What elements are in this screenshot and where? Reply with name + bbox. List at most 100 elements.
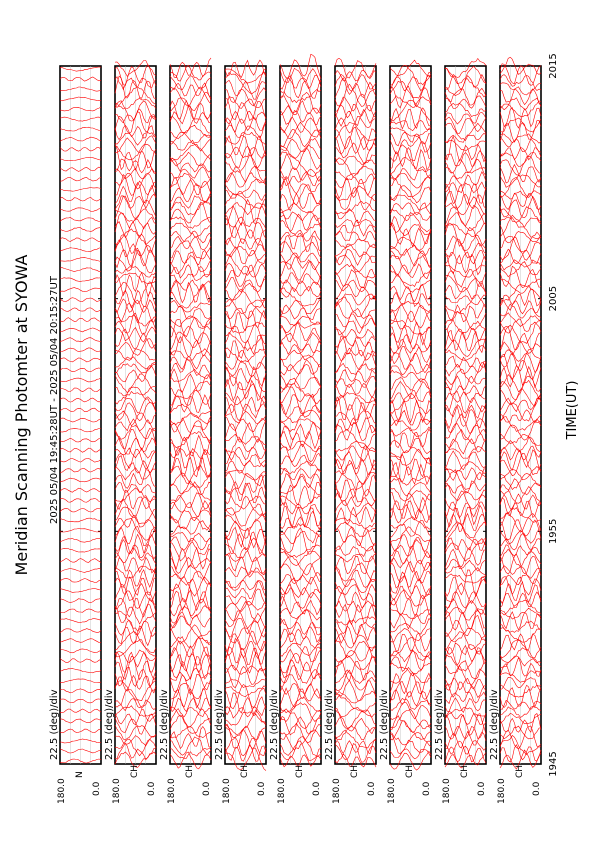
trace-line (114, 391, 157, 405)
trace-line (279, 632, 322, 649)
trace-line (224, 377, 267, 402)
panel-channel-label: N (75, 771, 85, 778)
trace-line (224, 747, 267, 771)
trace-line (389, 309, 432, 330)
trace-line (224, 309, 267, 332)
trace-line (224, 360, 267, 377)
trace-line (334, 517, 377, 529)
trace-line (114, 556, 157, 574)
trace-line (444, 546, 486, 569)
trace-line (59, 116, 102, 122)
trace-line (389, 453, 432, 478)
trace-line (444, 467, 486, 481)
trace-line (59, 177, 102, 182)
panel-3: 22.5 (deg)/div 180.0 0.0 CH (159, 57, 212, 804)
panel-7: 22.5 (deg)/div 180.0 0.0 CH (379, 59, 432, 804)
trace-line (444, 681, 487, 699)
trace-line (169, 546, 212, 570)
trace-line (279, 178, 322, 206)
trace-line (444, 490, 487, 512)
panel-group: 22.5 (deg)/div 180.0 0.0 N 22.5 (deg)/div 180… (49, 53, 542, 804)
panel-traces (114, 60, 157, 768)
trace-line (389, 369, 432, 383)
trace-line (334, 632, 377, 652)
trace-line (169, 115, 212, 134)
trace-line (169, 255, 212, 275)
trace-line (114, 363, 157, 374)
trace-line (444, 102, 487, 118)
panel-scale-label: 22.5 (deg)/div (214, 689, 225, 760)
trace-line (114, 314, 157, 327)
trace-line (334, 301, 377, 319)
trace-line (334, 492, 377, 508)
trace-line (499, 432, 542, 446)
trace-line (114, 590, 157, 610)
trace-line (389, 75, 432, 99)
trace-line (169, 570, 212, 586)
trace-line (279, 505, 322, 528)
trace-line (389, 534, 432, 552)
panel-scale-label: 22.5 (deg)/div (489, 689, 500, 760)
trace-line (224, 87, 267, 107)
panel-4: 22.5 (deg)/div 180.0 0.0 CH (214, 59, 267, 804)
trace-line (499, 744, 542, 763)
panel-ymax-label: 180.0 (277, 778, 287, 804)
trace-line (334, 506, 377, 525)
trace-line (389, 504, 432, 524)
trace-line (169, 348, 212, 361)
trace-line (59, 367, 102, 373)
trace-line (279, 402, 322, 418)
trace-line (224, 110, 267, 125)
trace-line (334, 230, 377, 242)
trace-line (224, 395, 267, 414)
trace-line (59, 487, 102, 493)
trace-line (444, 111, 487, 125)
trace-line (499, 117, 542, 133)
trace-line (444, 461, 487, 475)
trace-line (59, 267, 101, 273)
trace-line (334, 173, 377, 189)
trace-line (499, 676, 542, 691)
trace-line (279, 740, 322, 761)
trace-line (59, 166, 102, 172)
trace-line (499, 473, 542, 491)
trace-line (59, 447, 102, 453)
trace-line (279, 67, 322, 83)
trace-line (279, 192, 322, 212)
trace-line (114, 167, 157, 180)
trace-line (444, 281, 487, 300)
trace-line (224, 306, 267, 320)
trace-line (114, 687, 157, 709)
trace-line (499, 607, 542, 620)
trace-line (169, 532, 212, 543)
panel-scale-label: 22.5 (deg)/div (49, 689, 60, 760)
trace-line (499, 82, 542, 96)
trace-line (169, 166, 211, 179)
trace-line (334, 278, 377, 293)
trace-line (279, 522, 322, 538)
panel-traces (59, 66, 102, 764)
trace-line (279, 687, 322, 708)
trace-line (114, 639, 157, 658)
trace-line (389, 701, 432, 720)
trace-line (114, 705, 157, 717)
trace-line (224, 282, 267, 302)
trace-line (114, 100, 157, 122)
trace-line (224, 705, 267, 719)
trace-line (444, 607, 487, 621)
trace-line (224, 244, 267, 258)
trace-line (389, 428, 432, 449)
trace-line (114, 410, 157, 427)
trace-line (334, 623, 377, 645)
trace-line (169, 708, 212, 728)
trace-line (224, 375, 267, 393)
trace-line (499, 478, 542, 496)
trace-line (499, 248, 542, 265)
trace-line (114, 482, 157, 494)
trace-line (224, 490, 267, 510)
trace-line (499, 88, 542, 106)
trace-line (224, 580, 267, 600)
trace-line (114, 356, 157, 370)
trace-line (114, 338, 157, 356)
panel-channel-label: CH (460, 765, 470, 778)
